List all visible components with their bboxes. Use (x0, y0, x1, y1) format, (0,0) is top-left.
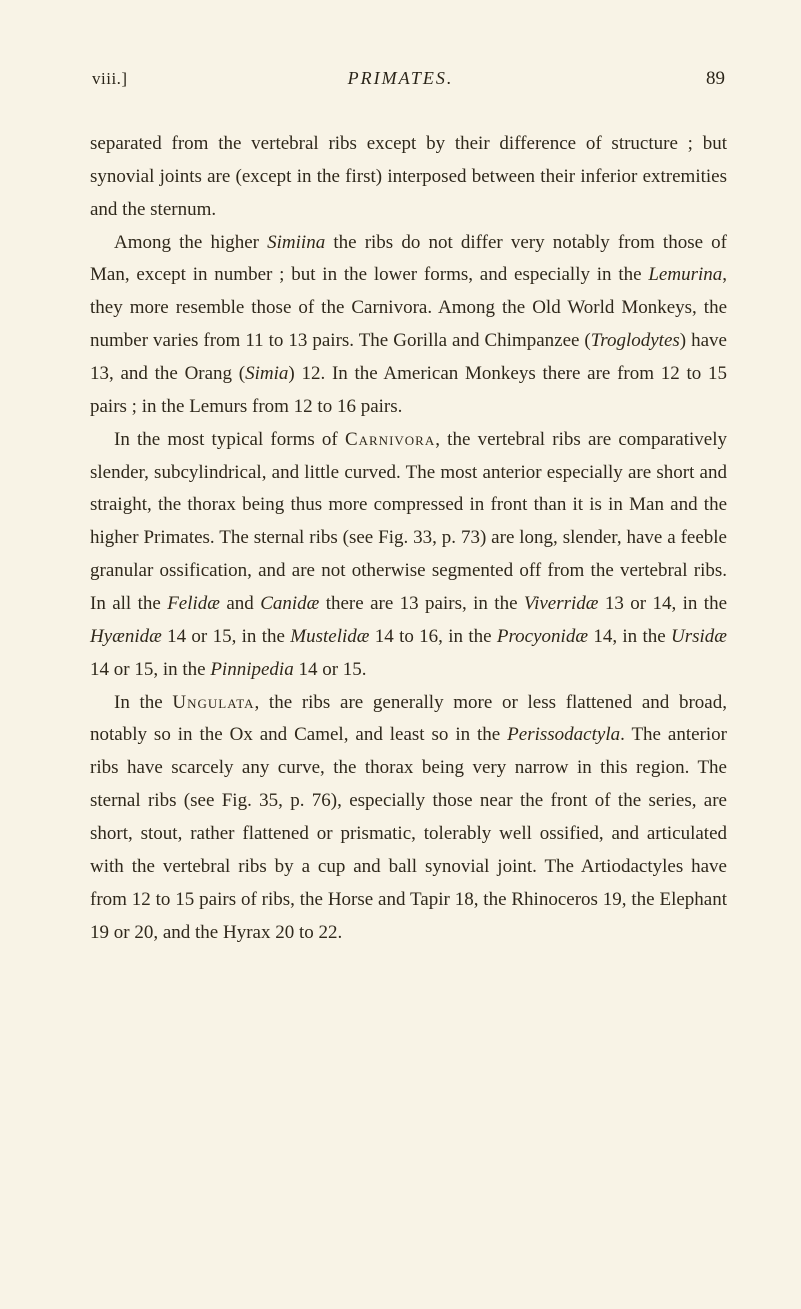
section-number: viii.] (92, 69, 128, 89)
text-run: 14, in the (588, 626, 671, 647)
page-header: viii.] PRIMATES. 89 (90, 68, 727, 90)
taxon-italic: Hyænidæ (90, 626, 162, 647)
text-run: and (220, 593, 260, 614)
taxon-smallcaps: Ungulata (172, 692, 254, 713)
text-run: , the vertebral ribs are comparatively s… (90, 429, 727, 614)
paragraph-4: In the Ungulata, the ribs are generally … (90, 687, 727, 950)
text-run: 14 or 15, in the (162, 626, 290, 647)
taxon-italic: Troglodytes (591, 330, 680, 351)
text-run: . The anterior ribs have scarcely any cu… (90, 724, 727, 942)
body-text: separated from the vertebral ribs except… (90, 128, 727, 949)
text-run: In the most typical forms of (114, 429, 345, 450)
paragraph-3: In the most typical forms of Carnivora, … (90, 424, 727, 687)
taxon-italic: Viverridæ (524, 593, 599, 614)
text-run: 14 or 15, in the (90, 659, 210, 680)
text-run: In the (114, 692, 172, 713)
paragraph-1: separated from the vertebral ribs except… (90, 128, 727, 227)
taxon-italic: Felidæ (167, 593, 220, 614)
taxon-italic: Canidæ (260, 593, 319, 614)
taxon-italic: Ursidæ (671, 626, 727, 647)
taxon-italic: Perissodactyla (507, 724, 620, 745)
taxon-italic: Procyonidæ (497, 626, 588, 647)
taxon-italic: Mustelidæ (290, 626, 369, 647)
taxon-italic: Lemurina (648, 264, 722, 285)
text-run: separated from the vertebral ribs except… (90, 133, 727, 220)
taxon-italic: Simia (245, 363, 288, 384)
text-run: Among the higher (114, 232, 267, 253)
text-run: 14 or 15. (294, 659, 367, 680)
taxon-italic: Simiina (267, 232, 325, 253)
text-run: 13 or 14, in the (598, 593, 727, 614)
text-run: 14 to 16, in the (369, 626, 496, 647)
taxon-italic: Pinnipedia (210, 659, 293, 680)
taxon-smallcaps: Carnivora (345, 429, 435, 450)
page-title: PRIMATES. (348, 68, 454, 89)
text-run: there are 13 pairs, in the (319, 593, 524, 614)
paragraph-2: Among the higher Simiina the ribs do not… (90, 227, 727, 424)
page-number: 89 (706, 68, 725, 90)
